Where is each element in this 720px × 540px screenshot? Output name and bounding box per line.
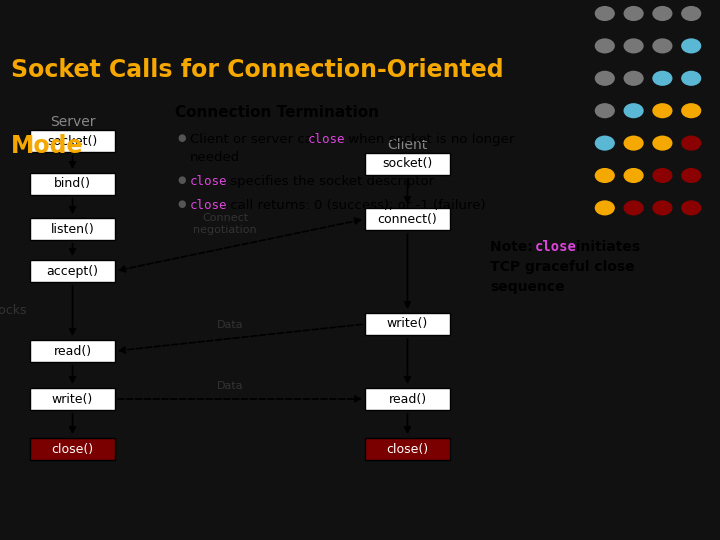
Text: ●: ● (177, 175, 186, 185)
Text: call returns: 0 (success); or -1 (failure): call returns: 0 (success); or -1 (failur… (226, 199, 485, 212)
Text: socket(): socket() (48, 134, 98, 147)
Text: listen(): listen() (50, 222, 94, 235)
FancyBboxPatch shape (30, 438, 115, 460)
FancyBboxPatch shape (365, 438, 450, 460)
Text: specifies the socket descriptor: specifies the socket descriptor (226, 175, 434, 188)
Text: initiates: initiates (571, 240, 640, 254)
Text: bind(): bind() (54, 178, 91, 191)
Text: close: close (535, 240, 577, 254)
Text: close(): close() (51, 442, 94, 456)
Text: Data: Data (217, 381, 243, 391)
FancyBboxPatch shape (365, 208, 450, 230)
Text: accept(): accept() (47, 265, 99, 278)
Text: Data: Data (217, 320, 243, 329)
Text: ●: ● (177, 199, 186, 209)
Text: write(): write() (52, 393, 93, 406)
Text: sequence: sequence (490, 280, 564, 294)
Text: write(): write() (387, 318, 428, 330)
Text: TCP graceful close: TCP graceful close (490, 260, 634, 274)
Text: close: close (190, 175, 228, 188)
FancyBboxPatch shape (30, 173, 115, 195)
FancyBboxPatch shape (365, 388, 450, 410)
Text: Connection Termination: Connection Termination (175, 105, 379, 120)
FancyBboxPatch shape (30, 218, 115, 240)
Text: when socket is no longer: when socket is no longer (344, 133, 514, 146)
FancyBboxPatch shape (30, 260, 115, 282)
Text: read(): read() (53, 345, 91, 357)
Text: Mode: Mode (11, 134, 84, 158)
FancyBboxPatch shape (30, 340, 115, 362)
Text: Client or server call: Client or server call (190, 133, 329, 146)
Text: Server: Server (50, 115, 95, 129)
Text: ●: ● (177, 133, 186, 143)
Text: needed: needed (190, 151, 240, 164)
FancyBboxPatch shape (30, 388, 115, 410)
Text: Socket Calls for Connection-Oriented: Socket Calls for Connection-Oriented (11, 58, 503, 82)
Text: close(): close() (387, 442, 428, 456)
Text: Note:: Note: (490, 240, 543, 254)
FancyBboxPatch shape (365, 153, 450, 175)
Text: Blocks: Blocks (0, 305, 27, 318)
Text: Connect
negotiation: Connect negotiation (193, 213, 257, 235)
Text: connect(): connect() (377, 213, 437, 226)
FancyBboxPatch shape (30, 130, 115, 152)
Text: close: close (308, 133, 346, 146)
Text: Client: Client (387, 138, 428, 152)
Text: socket(): socket() (382, 158, 433, 171)
Text: close: close (190, 199, 228, 212)
FancyBboxPatch shape (365, 313, 450, 335)
Text: read(): read() (388, 393, 426, 406)
